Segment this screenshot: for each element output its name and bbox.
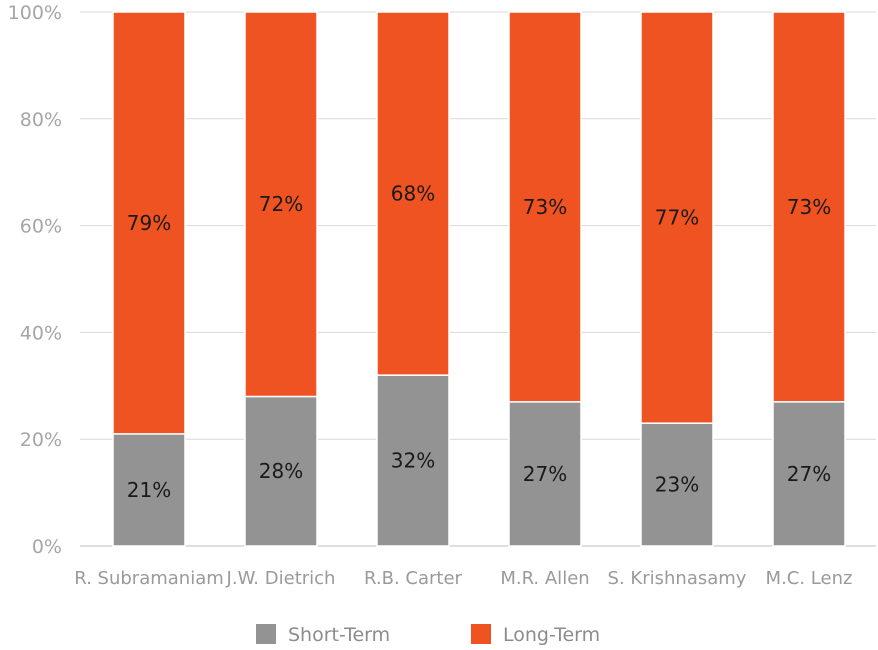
data-label: 77% [655,206,699,230]
bar-short-term-2 [376,374,450,547]
x-category-label: R. Subramaniam [74,568,224,589]
x-category-label: M.C. Lenz [766,568,853,589]
y-tick-label: 100% [8,2,62,24]
y-tick-label: 0% [32,536,62,558]
bar-long-term-2 [376,11,450,376]
data-label: 79% [127,211,171,235]
bar-long-term-5 [772,11,846,403]
data-label: 72% [259,192,303,216]
bar-short-term-4 [640,422,714,547]
data-label: 32% [391,449,435,473]
bars [112,11,846,547]
legend-label: Short-Term [288,624,390,646]
y-tick-label: 40% [20,322,62,344]
gridlines [80,11,876,547]
bar-short-term-1 [244,395,318,547]
x-category-label: R.B. Carter [364,568,463,589]
y-axis-tick-labels: 0% 20% 40% 60% 80% 100% [8,2,62,558]
data-label: 27% [523,462,567,486]
bar-long-term-3 [508,11,582,403]
x-category-label: J.W. Dietrich [226,568,336,589]
bar-long-term-0 [112,11,186,435]
data-label: 73% [787,195,831,219]
data-label: 68% [391,182,435,206]
data-label: 23% [655,473,699,497]
data-label: 73% [523,195,567,219]
bar-long-term-1 [244,11,318,398]
data-label: 28% [259,459,303,483]
data-label: 27% [787,462,831,486]
x-category-label: S. Krishnasamy [608,568,747,589]
legend-label: Long-Term [503,624,600,646]
data-label: 21% [127,478,171,502]
y-tick-label: 60% [20,216,62,238]
x-axis-category-labels: R. Subramaniam J.W. Dietrich R.B. Carter M.… [74,568,852,589]
bar-short-term-5 [772,401,846,547]
legend-swatch [256,624,276,644]
legend-swatch [471,624,491,644]
y-tick-label: 80% [20,109,62,131]
x-category-label: M.R. Allen [500,568,589,589]
legend: Short-Term Long-Term [256,624,600,646]
bar-long-term-4 [640,11,714,424]
bar-short-term-3 [508,401,582,547]
data-labels: 21% 79% 28% 72% 32% 68% 27% 73% 23% 77% 27% 73% [127,182,831,502]
bar-short-term-0 [112,433,186,547]
y-tick-label: 20% [20,429,62,451]
